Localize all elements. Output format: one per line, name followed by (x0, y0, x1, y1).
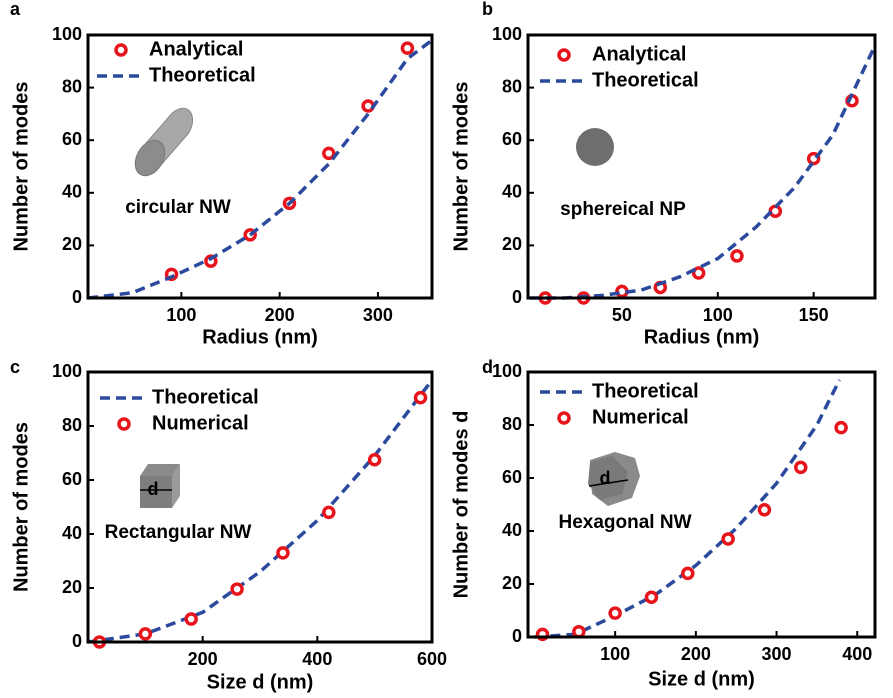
annotation: circular NW (125, 197, 231, 218)
legend-label: Theoretical (592, 380, 699, 402)
sphere-icon (576, 128, 614, 166)
marker (644, 590, 659, 604)
theory-curve (87, 38, 434, 300)
legend-marker (557, 411, 571, 425)
x-tick-label: 150 (799, 305, 829, 325)
plot-frame (86, 370, 434, 644)
legend-label: Theoretical (592, 69, 699, 91)
x-axis-label: Size d (nm) (648, 668, 755, 690)
y-tick-label: 20 (502, 234, 522, 254)
x-tick-label: 600 (417, 649, 447, 669)
y-axis-label: Number of modes (450, 81, 472, 251)
y-tick-label: 60 (62, 129, 82, 149)
y-axis-label: Number of modes d (450, 411, 472, 599)
box-icon (140, 464, 180, 508)
legend-label: Analytical (592, 43, 686, 65)
y-tick-label: 40 (502, 182, 522, 202)
x-tick-label: 100 (600, 644, 630, 664)
marker (413, 390, 428, 405)
y-tick-label: 60 (62, 469, 82, 489)
panel-letter: b (482, 0, 493, 19)
marker (322, 146, 336, 161)
marker (757, 503, 772, 517)
y-tick-label: 0 (72, 631, 82, 651)
marker (138, 627, 153, 641)
panel-letter: d (482, 357, 493, 377)
y-tick-label: 20 (502, 573, 522, 593)
plot-frame (526, 370, 877, 639)
x-tick-label: 400 (302, 649, 332, 669)
legend-marker (557, 48, 571, 62)
marker (794, 460, 808, 475)
marker (400, 41, 415, 55)
x-tick-label: 300 (363, 305, 393, 325)
y-tick-label: 100 (492, 24, 522, 44)
legend-label: Theoretical (152, 386, 259, 408)
y-tick-label: 100 (52, 24, 82, 44)
y-tick-label: 80 (62, 76, 82, 96)
annotation: Hexagonal NW (558, 512, 691, 533)
y-tick-label: 100 (52, 361, 82, 381)
theory-curve (534, 379, 842, 639)
x-tick-label: 100 (166, 305, 196, 325)
theory-curve (529, 44, 877, 300)
y-tick-label: 100 (492, 361, 522, 381)
marker (834, 420, 848, 435)
marker (276, 546, 290, 560)
x-axis-label: Radius (nm) (644, 326, 760, 348)
marker (367, 453, 382, 467)
panel-letter: c (10, 357, 20, 377)
marker (572, 624, 586, 639)
panel-letter: a (10, 0, 21, 19)
x-tick-label: 200 (681, 644, 711, 664)
icon-label: d (600, 468, 611, 488)
legend-label: Numerical (152, 412, 249, 434)
y-axis-label: Number of modes (10, 422, 32, 592)
y-tick-label: 0 (72, 287, 82, 307)
marker (721, 532, 735, 546)
x-tick-label: 300 (762, 644, 792, 664)
marker (230, 582, 244, 596)
marker (322, 505, 336, 520)
y-axis-label: Number of modes (10, 81, 32, 251)
y-tick-label: 80 (502, 414, 522, 434)
x-tick-label: 400 (842, 644, 872, 664)
legend-marker (117, 417, 131, 431)
cylinder-icon (134, 107, 194, 177)
x-axis-label: Size d (nm) (207, 671, 314, 693)
marker (730, 249, 744, 263)
y-tick-label: 40 (502, 520, 522, 540)
y-tick-label: 0 (512, 626, 522, 646)
icon-label: d (148, 479, 159, 499)
hexagon-icon (588, 452, 640, 506)
plot-frame (86, 33, 434, 300)
legend-label: Analytical (149, 38, 243, 60)
y-tick-label: 20 (62, 234, 82, 254)
y-tick-label: 80 (62, 415, 82, 435)
x-tick-label: 50 (612, 305, 632, 325)
y-tick-label: 40 (62, 523, 82, 543)
y-tick-label: 20 (62, 577, 82, 597)
legend-label: Theoretical (149, 64, 256, 86)
y-tick-label: 60 (502, 129, 522, 149)
y-tick-label: 40 (62, 182, 82, 202)
x-tick-label: 100 (703, 305, 733, 325)
x-tick-label: 200 (265, 305, 295, 325)
y-tick-label: 60 (502, 467, 522, 487)
plot-frame (526, 33, 877, 300)
marker (768, 204, 783, 218)
annotation: Rectangular NW (105, 522, 252, 543)
legend-marker (114, 43, 128, 57)
marker (608, 606, 622, 620)
x-tick-label: 200 (188, 649, 218, 669)
y-tick-label: 0 (512, 287, 522, 307)
legend-label: Numerical (592, 406, 689, 428)
x-axis-label: Radius (nm) (202, 326, 318, 348)
marker (184, 612, 198, 626)
theory-curve (87, 379, 434, 644)
y-tick-label: 80 (502, 76, 522, 96)
annotation: sphereical NP (560, 199, 686, 220)
marker (681, 566, 695, 581)
